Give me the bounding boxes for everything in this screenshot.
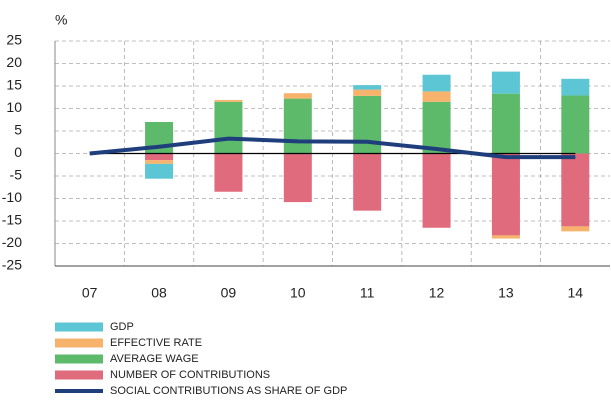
y-tick-label: -15 — [2, 212, 22, 228]
y-tick-label: 0 — [14, 144, 22, 160]
legend-label: NUMBER OF CONTRIBUTIONS — [110, 369, 270, 381]
bar-segment — [145, 160, 174, 164]
legend-swatch — [55, 389, 103, 393]
x-tick-label: 12 — [429, 285, 445, 301]
bar-segment — [353, 89, 382, 96]
legend-label: EFFECTIVE RATE — [110, 337, 202, 349]
bar-segment — [491, 71, 520, 94]
x-tick-label: 11 — [360, 285, 375, 301]
legend-label: SOCIAL CONTRIBUTIONS AS SHARE OF GDP — [110, 385, 347, 397]
y-tick-label: 5 — [14, 122, 22, 138]
bar-segment — [145, 163, 174, 179]
y-tick-label: -5 — [10, 167, 23, 183]
bar-segment — [422, 91, 451, 102]
legend-swatch — [55, 338, 103, 348]
bar-segment — [283, 93, 312, 99]
legend-label: AVERAGE WAGE — [110, 353, 199, 365]
x-tick-label: 10 — [290, 285, 306, 301]
bar-segment — [353, 153, 382, 211]
bar-segment — [145, 153, 174, 161]
x-tick-label: 14 — [568, 285, 584, 301]
bar-segment — [214, 99, 243, 102]
legend-swatch — [55, 354, 103, 364]
y-tick-label: 15 — [6, 77, 22, 93]
x-tick-label: 13 — [498, 285, 514, 301]
bar-segment — [214, 153, 243, 192]
bar-segment — [353, 95, 382, 154]
legend-label: GDP — [110, 321, 134, 333]
line — [89, 136, 576, 160]
x-tick-label: 08 — [151, 285, 167, 301]
y-tick-label: 20 — [6, 54, 22, 70]
y-tick-label: 25 — [6, 32, 22, 48]
bar-segment — [561, 95, 590, 154]
bar-segment — [283, 153, 312, 203]
bar-segment — [491, 235, 520, 239]
bar-segment — [422, 101, 451, 154]
x-tick-label: 07 — [82, 285, 98, 301]
y-tick-label: -25 — [2, 257, 22, 273]
y-tick-label: 10 — [6, 99, 22, 115]
x-tick-label: 09 — [221, 285, 237, 301]
bar-segment — [491, 153, 520, 236]
bar-segment — [561, 78, 590, 96]
y-tick-label: -10 — [2, 189, 22, 205]
bar-segment — [561, 153, 590, 227]
bar-segment — [422, 153, 451, 228]
bar-segment — [353, 85, 382, 90]
bar-segment — [214, 101, 243, 154]
bar-segment — [491, 93, 520, 154]
bar-segment — [283, 98, 312, 154]
bar-segment — [561, 226, 590, 232]
legend-swatch — [55, 370, 103, 380]
bar-segment — [422, 74, 451, 92]
legend-swatch — [55, 322, 103, 332]
y-tick-label: -20 — [2, 234, 22, 250]
y-unit: % — [55, 12, 67, 28]
